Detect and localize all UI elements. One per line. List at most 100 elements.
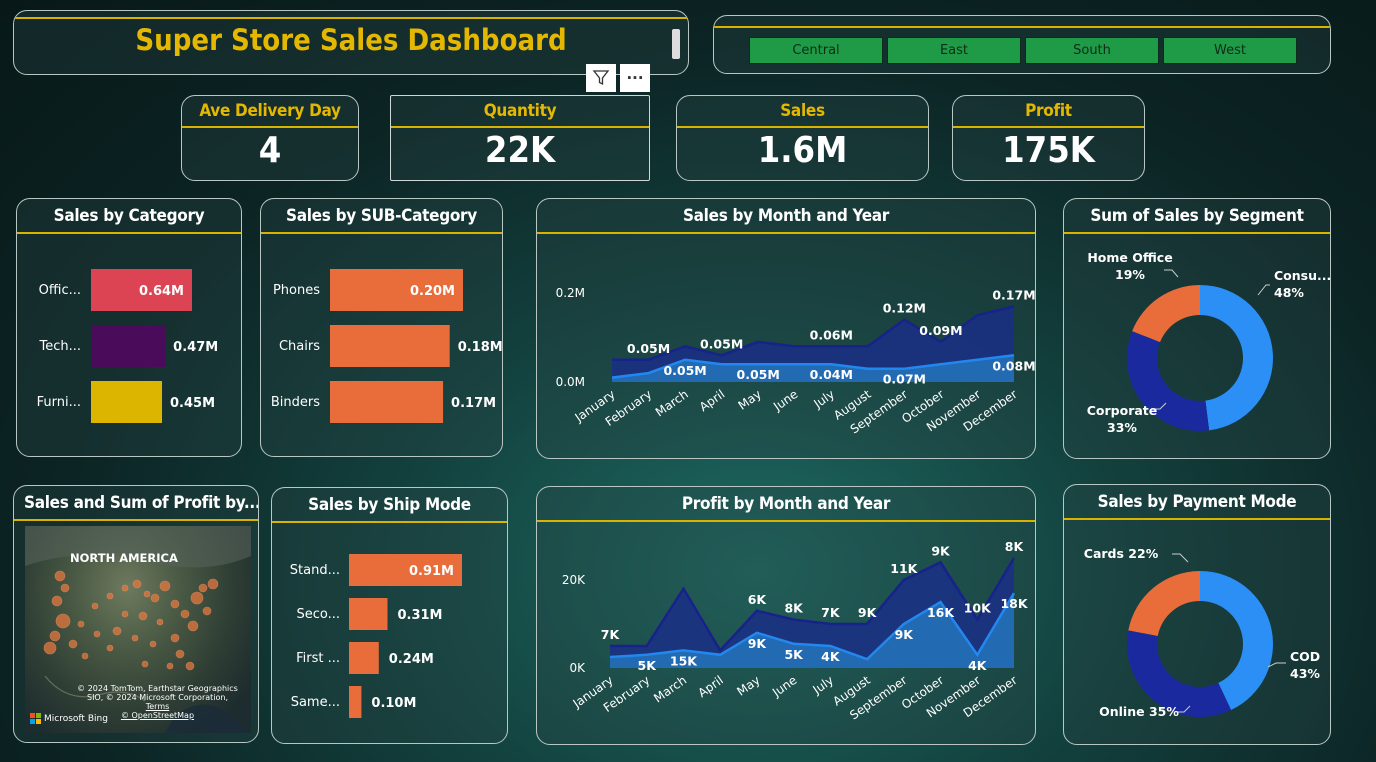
map-bubble <box>93 630 101 638</box>
map-bubble <box>149 640 157 648</box>
data-label: 10K <box>964 601 992 616</box>
microsoft-logo-icon <box>30 713 41 724</box>
scrollbar-handle[interactable] <box>672 29 680 59</box>
x-tick-label: March <box>653 387 691 419</box>
donut-slice <box>1200 571 1273 711</box>
map-bubble <box>91 602 99 610</box>
kpi-sales-card: Sales 1.6M <box>676 95 929 181</box>
data-label: 4K <box>821 649 841 664</box>
y-tick-label: 0.0M <box>556 375 585 389</box>
map-credit: © 2024 TomTom, Earthstar Geographics SIO… <box>77 684 238 702</box>
x-tick-label: April <box>697 387 728 414</box>
kpi-delivery-card: Ave Delivery Day 4 <box>181 95 359 181</box>
map-terms-link[interactable]: Terms <box>145 702 170 711</box>
donut-data-label: Cards 22% <box>1084 546 1159 561</box>
page-title: Super Store Sales Dashboard <box>135 23 567 57</box>
donut-slice <box>1128 571 1200 636</box>
slicer-divider <box>714 26 1330 28</box>
bing-label: Microsoft Bing <box>44 713 108 724</box>
map-bubble <box>43 641 57 655</box>
leader-line <box>1172 553 1189 563</box>
kpi-profit-card: Profit 175K <box>952 95 1145 181</box>
title-divider <box>14 17 688 19</box>
donut-data-label: Consu... <box>1274 268 1331 283</box>
bar <box>330 325 450 367</box>
bar <box>349 686 362 718</box>
map-bubble <box>202 606 212 616</box>
bar-data-label: 0.64M <box>139 284 184 299</box>
series-2-line <box>609 592 1016 661</box>
series-2-area <box>612 355 1014 382</box>
map-bubble <box>156 618 164 626</box>
donut-slice <box>1127 630 1232 717</box>
filter-icon[interactable] <box>586 64 616 92</box>
bar <box>91 325 166 367</box>
sales-profit-map-card: Sales and Sum of Profit by... NORTH AMER… <box>13 485 259 743</box>
series-1-line <box>612 305 1015 362</box>
map-bubble <box>166 662 174 670</box>
slicer-south[interactable]: South <box>1025 37 1159 64</box>
series-1-line <box>610 557 1016 653</box>
kpi-sales-label: Sales <box>677 96 928 128</box>
data-label: 18K <box>1000 596 1028 611</box>
data-label: 8K <box>784 601 804 616</box>
bar-data-label: 0.20M <box>410 284 455 299</box>
map-bubble <box>143 590 151 598</box>
bar <box>330 269 463 311</box>
profit-month-chart-title: Profit by Month and Year <box>537 487 1035 522</box>
map-bubble <box>81 652 89 660</box>
data-label: 7K <box>601 627 621 642</box>
slicer-west[interactable]: West <box>1163 37 1297 64</box>
sales-by-segment-card: Sum of Sales by Segment Consu... 48% Corpo… <box>1063 198 1331 459</box>
map-view[interactable]: NORTH AMERICA © 2024 TomTom, Earthstar G… <box>25 526 251 733</box>
leader-line <box>1152 402 1167 410</box>
data-label: 9K <box>931 543 951 558</box>
data-label: 0.05M <box>737 367 780 382</box>
sales-by-payment-card: Sales by Payment Mode COD 43% Online 35% Ca… <box>1063 484 1331 745</box>
payment-chart-title: Sales by Payment Mode <box>1064 485 1330 520</box>
donut-slice <box>1127 331 1210 431</box>
data-label: 4K <box>968 658 988 673</box>
slicer-central[interactable]: Central <box>749 37 883 64</box>
map-bubble <box>68 639 78 649</box>
x-tick-label: May <box>734 673 762 699</box>
bar <box>91 381 163 423</box>
map-bubble <box>121 610 129 618</box>
map-attribution: © 2024 TomTom, Earthstar Geographics SIO… <box>75 684 240 720</box>
leader-line <box>1178 705 1191 713</box>
map-bubble <box>170 633 180 643</box>
x-tick-label: June <box>770 387 800 414</box>
slicer-east[interactable]: East <box>887 37 1021 64</box>
bar-data-label: 0.47M <box>173 340 218 355</box>
more-options-icon[interactable]: ··· <box>620 64 650 92</box>
map-bubble <box>106 644 114 652</box>
data-label: 0.12M <box>883 301 926 316</box>
map-bubble <box>49 630 61 642</box>
bar-data-label: 0.91M <box>409 564 454 579</box>
kpi-quantity-card: Quantity 22K <box>390 95 650 181</box>
x-tick-label: July <box>810 387 837 411</box>
leader-line <box>1257 284 1270 296</box>
data-label: 0.05M <box>663 363 706 378</box>
bar-data-label: 0.24M <box>389 652 434 667</box>
bar-category-label: Furni... <box>37 395 81 410</box>
subcategory-bar-chart: Phones 0.20M Chairs 0.18M Binders 0.17M <box>271 269 502 423</box>
donut-slice <box>1132 285 1200 343</box>
kpi-quantity-label: Quantity <box>391 96 649 128</box>
map-chart-title: Sales and Sum of Profit by... <box>14 486 258 521</box>
bar-data-label: 0.45M <box>170 396 215 411</box>
data-label: 6K <box>748 592 768 607</box>
bar <box>91 269 192 311</box>
donut-data-label: Online 35% <box>1099 704 1179 719</box>
series-2-line <box>611 354 1015 379</box>
map-bubble <box>112 626 122 636</box>
x-tick-label: May <box>736 387 764 413</box>
y-tick-label: 0.2M <box>556 286 585 300</box>
data-label: 0.05M <box>627 341 670 356</box>
data-label: 0.09M <box>919 323 962 338</box>
map-bubble <box>159 580 171 592</box>
data-label: 15K <box>670 653 698 668</box>
map-osm-link[interactable]: © OpenStreetMap <box>120 711 195 720</box>
kpi-profit-value: 175K <box>1002 130 1095 171</box>
